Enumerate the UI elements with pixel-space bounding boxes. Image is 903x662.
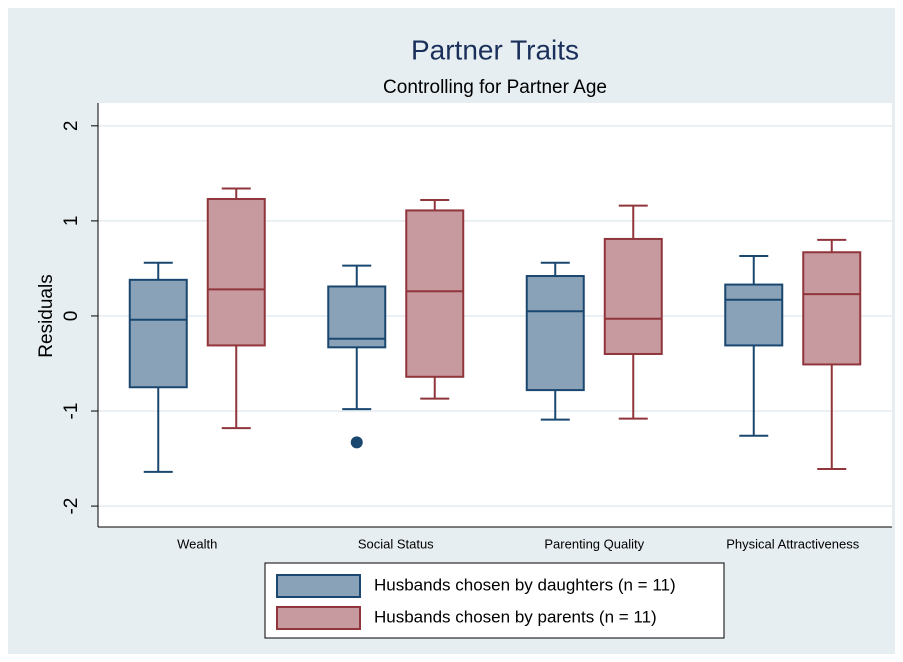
y-tick-label: 2 (61, 121, 82, 132)
y-tick-label: 0 (61, 311, 82, 322)
y-tick-label: 1 (61, 216, 82, 227)
box (525, 275, 585, 392)
legend-label: Husbands chosen by parents (n = 11) (374, 607, 657, 626)
box (603, 237, 663, 355)
legend-swatch (276, 606, 361, 630)
box (724, 283, 784, 347)
chart-subtitle: Controlling for Partner Age (383, 77, 607, 98)
box (802, 251, 862, 366)
x-tick-label: Wealth (177, 536, 217, 551)
box (206, 198, 266, 347)
y-tick-label: -2 (61, 498, 82, 515)
chart-title: Partner Traits (411, 34, 579, 65)
box (405, 209, 465, 378)
x-tick-label: Social Status (358, 536, 434, 551)
legend-label: Husbands chosen by daughters (n = 11) (374, 575, 676, 594)
box (327, 285, 387, 349)
y-axis-label: Residuals (36, 274, 57, 357)
y-tick-label: -1 (61, 403, 82, 420)
legend-swatch (276, 574, 361, 598)
box (128, 278, 188, 389)
x-tick-label: Parenting Quality (544, 536, 644, 551)
x-tick-label: Physical Attractiveness (726, 536, 859, 551)
outlier (350, 436, 363, 449)
